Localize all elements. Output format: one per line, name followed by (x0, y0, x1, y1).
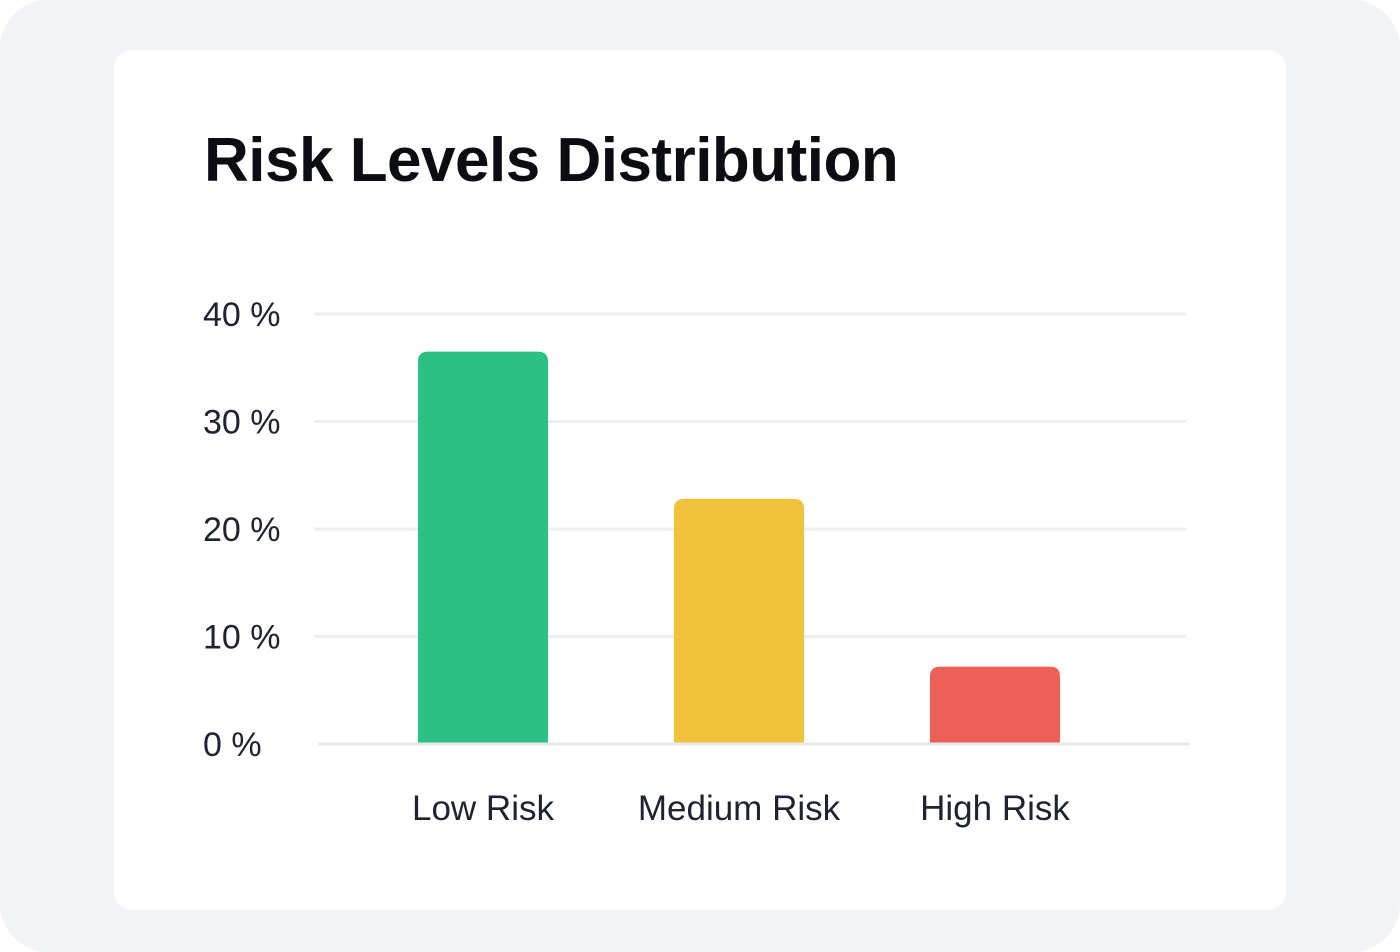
bar-high-risk (930, 666, 1060, 744)
chart-title: Risk Levels Distribution (204, 126, 899, 195)
bars (418, 351, 1060, 744)
y-tick-label: 30 % (203, 404, 281, 442)
bar-medium-risk (674, 498, 804, 744)
bar-low-risk (418, 351, 548, 744)
x-category-label: Low Risk (412, 789, 554, 828)
bar-chart: 0 % 10 % 20 % 30 % 40 % Low Risk Medium Risk H… (203, 296, 1189, 828)
chart-card: Risk Levels Distribution 0 % 10 % 20 % 30 %… (114, 50, 1286, 910)
y-tick-label: 40 % (203, 296, 281, 334)
y-tick-label: 20 % (203, 511, 281, 549)
x-category-label: Medium Risk (638, 789, 841, 828)
x-axis-categories: Low Risk Medium Risk High Risk (412, 789, 1070, 828)
y-tick-label: 0 % (203, 726, 262, 764)
y-tick-label: 10 % (203, 619, 281, 657)
y-axis-ticks: 0 % 10 % 20 % 30 % 40 % (203, 296, 281, 764)
x-category-label: High Risk (920, 789, 1070, 828)
